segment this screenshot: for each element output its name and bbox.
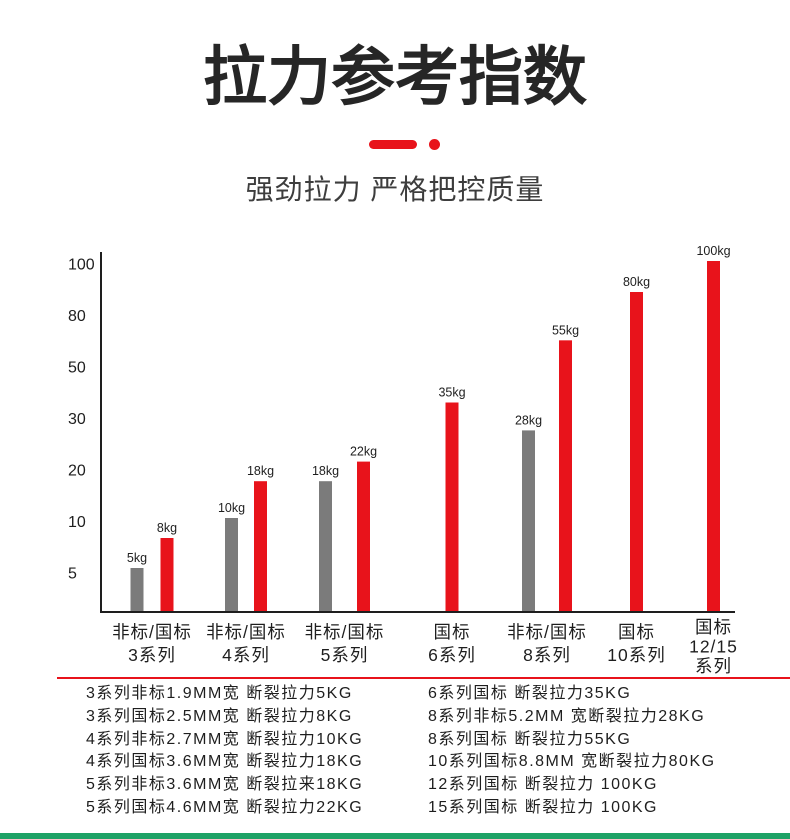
chart-marks: 5 10 20 30 50 80 100 5kg 8kg 非标/国标 3系列 10kg 18kg 非标/国… xyxy=(68,244,738,676)
tensile-bar-chart: 5 10 20 30 50 80 100 5kg 8kg 非标/国标 3系列 10kg 18kg 非标/国… xyxy=(68,244,738,676)
data-label-group-4-red: 35kg xyxy=(438,386,465,400)
x-tick-label-5-line-1: 非标/国标 xyxy=(507,622,587,642)
x-tick-label-1-line-1: 非标/国标 xyxy=(112,622,192,642)
bar-group-5-red xyxy=(559,340,572,612)
title-underline-dot xyxy=(429,139,440,150)
spec-line: 3系列国标2.5MM宽 断裂拉力8KG xyxy=(86,707,353,725)
spec-line: 6系列国标 断裂拉力35KG xyxy=(428,685,632,702)
page-title: 拉力参考指数 xyxy=(203,41,587,113)
bar-group-1-red xyxy=(160,538,174,612)
red-divider-line xyxy=(57,677,790,679)
spec-line: 8系列国标 断裂拉力55KG xyxy=(428,730,632,748)
bar-group-3-red xyxy=(357,461,370,612)
spec-list-left: 3系列非标1.9MM宽 断裂拉力5KG 3系列国标2.5MM宽 断裂拉力8KG … xyxy=(86,683,363,820)
x-tick-label-2-line-2: 4系列 xyxy=(222,645,270,665)
x-tick-label-7-line-3: 系列 xyxy=(695,656,732,676)
bar-group-6-red xyxy=(630,292,643,612)
y-tick-label-5: 5 xyxy=(68,566,77,583)
data-label-group-1-grey: 5kg xyxy=(127,551,147,565)
x-tick-label-6-line-1: 国标 xyxy=(618,622,655,642)
bar-group-3-grey xyxy=(319,481,332,612)
title-underline-pill xyxy=(369,140,417,149)
x-tick-label-3-line-2: 5系列 xyxy=(321,645,369,665)
data-label-group-3-grey: 18kg xyxy=(312,464,339,478)
spec-line: 5系列国标4.6MM宽 断裂拉力22KG xyxy=(86,798,364,816)
spec-line: 15系列国标 断裂拉力 100KG xyxy=(428,798,659,816)
bar-group-5-grey xyxy=(522,430,535,612)
data-label-group-5-red: 55kg xyxy=(552,323,579,337)
data-label-group-2-grey: 10kg xyxy=(218,501,245,515)
spec-list-right: 6系列国标 断裂拉力35KG 8系列非标5.2MM 宽断裂拉力28KG 8系列国… xyxy=(428,683,716,820)
x-tick-label-4-line-1: 国标 xyxy=(434,622,471,642)
y-tick-label-50: 50 xyxy=(68,360,86,377)
x-tick-label-7-line-1: 国标 xyxy=(695,617,732,637)
spec-line: 3系列非标1.9MM宽 断裂拉力5KG xyxy=(86,685,353,702)
spec-line: 4系列国标3.6MM宽 断裂拉力18KG xyxy=(86,753,364,771)
y-tick-label-10: 10 xyxy=(68,514,86,531)
data-label-group-2-red: 18kg xyxy=(247,464,274,478)
x-tick-label-6-line-2: 10系列 xyxy=(607,645,665,665)
x-tick-label-7-line-2: 12/15 xyxy=(689,637,738,657)
data-label-group-6-red: 80kg xyxy=(623,275,650,289)
x-tick-label-2-line-1: 非标/国标 xyxy=(206,622,286,642)
bar-group-1-grey xyxy=(130,568,144,612)
x-tick-label-4-line-2: 6系列 xyxy=(428,645,476,665)
spec-line: 5系列非标3.6MM宽 断裂拉来18KG xyxy=(86,776,364,794)
bar-group-4-red xyxy=(445,402,459,612)
spec-line: 10系列国标8.8MM 宽断裂拉力80KG xyxy=(428,753,716,771)
x-tick-label-5-line-2: 8系列 xyxy=(523,645,571,665)
x-tick-label-1-line-2: 3系列 xyxy=(128,645,176,665)
data-label-group-1-red: 8kg xyxy=(157,521,177,535)
bar-group-2-grey xyxy=(225,518,238,612)
spec-line: 4系列非标2.7MM宽 断裂拉力10KG xyxy=(86,730,364,748)
bar-group-7-red xyxy=(707,261,720,612)
bar-group-2-red xyxy=(254,481,267,612)
spec-line: 8系列非标5.2MM 宽断裂拉力28KG xyxy=(428,707,706,725)
data-label-group-5-grey: 28kg xyxy=(515,413,542,427)
y-tick-label-80: 80 xyxy=(68,308,86,325)
footer-strip xyxy=(0,833,790,839)
data-label-group-7-red: 100kg xyxy=(696,244,730,258)
page-subtitle: 强劲拉力 严格把控质量 xyxy=(245,174,545,205)
x-tick-label-3-line-1: 非标/国标 xyxy=(305,622,385,642)
spec-line: 12系列国标 断裂拉力 100KG xyxy=(428,776,659,794)
data-label-group-3-red: 22kg xyxy=(350,445,377,459)
y-tick-label-30: 30 xyxy=(68,411,86,428)
y-tick-label-20: 20 xyxy=(68,463,86,480)
y-tick-label-100: 100 xyxy=(68,257,95,274)
